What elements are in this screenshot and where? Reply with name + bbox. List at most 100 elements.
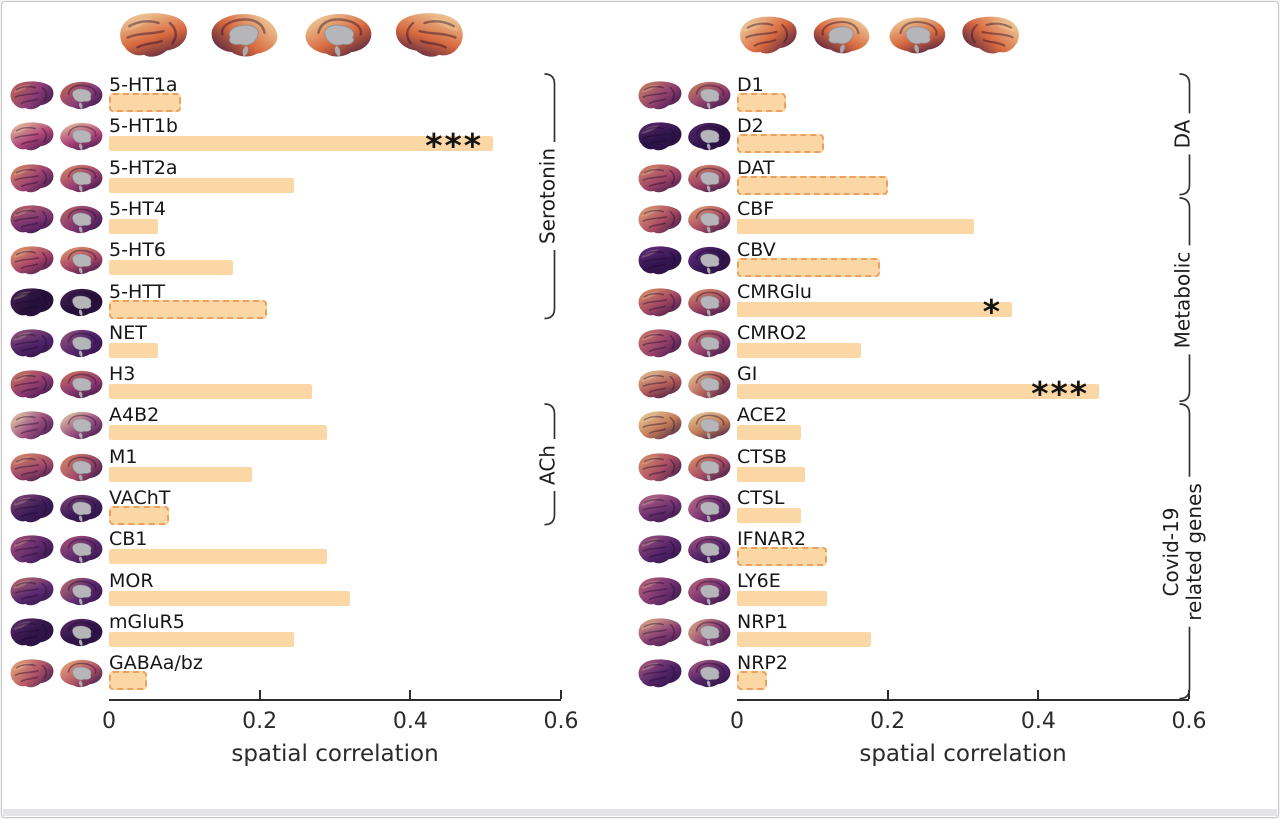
bar xyxy=(737,466,805,482)
brain-map-lateral-icon xyxy=(638,287,682,316)
bar-dashed xyxy=(737,93,786,112)
brain-map-lateral-icon xyxy=(10,659,54,688)
row-label: M1 xyxy=(109,445,138,468)
brain-map-lateral-icon xyxy=(10,576,54,605)
brain-map-lateral-icon xyxy=(638,453,682,481)
row-label: NRP1 xyxy=(737,610,788,633)
brain-map-lateral-icon xyxy=(10,163,54,192)
bar xyxy=(737,342,861,358)
group-bracket-label: Serotonin xyxy=(534,142,562,251)
row-label: D2 xyxy=(737,115,764,138)
bar xyxy=(109,549,327,565)
row-label: VAChT xyxy=(109,487,171,509)
x-axis-tick-label: 0.6 xyxy=(543,709,579,734)
row-label: MOR xyxy=(109,569,154,592)
brain-map-lateral-icon xyxy=(638,411,682,440)
brain-map-lateral-icon xyxy=(638,122,682,151)
row-brain-maps xyxy=(634,285,734,321)
bar-dashed xyxy=(109,93,181,112)
row-brain-maps xyxy=(634,367,734,403)
significance-stars: * xyxy=(982,291,1002,331)
group-bracket-label: Metabolic xyxy=(1169,245,1197,354)
bar xyxy=(109,466,252,482)
x-axis-tick-label: 0.4 xyxy=(392,709,428,734)
brain-map-lateral-icon xyxy=(638,205,682,234)
row-label: 5-HT1b xyxy=(109,115,178,138)
row-brain-maps xyxy=(634,615,734,651)
brain-map-lateral-right-icon xyxy=(962,16,1019,54)
row-label: CTSL xyxy=(737,487,785,509)
row-brain-maps xyxy=(6,161,106,197)
brain-map-medial-icon xyxy=(60,288,103,316)
row-brain-maps xyxy=(6,285,106,321)
brain-map-medial-icon xyxy=(688,205,731,234)
group-bracket-label: DA xyxy=(1169,113,1197,155)
brain-map-lateral-icon xyxy=(10,205,54,234)
brain-map-lateral-icon xyxy=(638,659,682,688)
row-brain-maps xyxy=(634,491,734,527)
x-axis-tick xyxy=(886,690,889,699)
x-axis-tick-label: 0.2 xyxy=(242,709,278,734)
brain-map-lateral-icon xyxy=(638,246,682,275)
window-bottom-edge xyxy=(3,809,1277,816)
x-axis-tick xyxy=(560,690,562,699)
bar xyxy=(109,218,158,234)
group-bracket-label: Covid-19 related genes xyxy=(1158,476,1208,627)
row-brain-maps xyxy=(6,656,106,692)
brain-map-medial-left-icon xyxy=(813,17,870,54)
row-label: CMRGlu xyxy=(737,280,812,303)
row-label: ACE2 xyxy=(737,404,788,427)
brain-map-medial-icon xyxy=(60,577,103,605)
brain-map-medial-icon xyxy=(60,81,103,110)
x-axis-tick-label: 0.6 xyxy=(1171,709,1207,734)
brain-map-lateral-icon xyxy=(10,122,54,151)
x-axis-tick xyxy=(409,690,412,699)
brain-map-lateral-left-icon xyxy=(120,13,188,57)
row-label: 5-HTT xyxy=(109,280,166,303)
group-bracket-label-line: ACh xyxy=(535,444,560,485)
bar xyxy=(109,590,350,606)
brain-map-medial-icon xyxy=(688,536,731,564)
row-brain-maps xyxy=(6,491,106,527)
row-brain-maps xyxy=(6,202,106,238)
group-bracket-label-line: Serotonin xyxy=(535,148,560,245)
brain-map-medial-icon xyxy=(60,164,103,192)
brain-map-lateral-icon xyxy=(10,494,54,523)
bar xyxy=(109,177,294,193)
bar-dashed xyxy=(109,299,267,319)
bar-dashed xyxy=(737,175,888,195)
brain-map-lateral-icon xyxy=(10,535,54,564)
bar xyxy=(109,136,493,152)
bar-dashed xyxy=(109,671,147,691)
row-brain-maps xyxy=(6,615,106,651)
x-axis-tick-label: 0 xyxy=(102,709,116,734)
row-label: DAT xyxy=(737,156,775,179)
row-brain-maps xyxy=(634,243,734,279)
brain-map-medial-icon xyxy=(60,370,103,399)
brain-map-medial-icon xyxy=(688,164,731,192)
row-label: A4B2 xyxy=(109,404,160,427)
group-bracket-label-line: Covid-19 xyxy=(1159,507,1183,597)
row-brain-maps xyxy=(6,326,106,362)
row-brain-maps xyxy=(6,450,106,486)
row-label: 5-HT4 xyxy=(109,197,166,220)
brain-map-lateral-icon xyxy=(10,329,54,358)
row-brain-maps xyxy=(634,574,734,610)
row-brain-maps xyxy=(6,408,106,444)
bar xyxy=(737,508,801,523)
row-label: CMRO2 xyxy=(737,321,807,344)
significance-stars: *** xyxy=(1031,374,1089,414)
brain-map-medial-icon xyxy=(60,329,103,357)
row-brain-maps xyxy=(634,119,734,155)
brain-map-medial-icon xyxy=(688,618,731,647)
brain-map-medial-left-icon xyxy=(211,14,278,57)
brain-map-lateral-icon xyxy=(10,453,54,481)
row-brain-maps xyxy=(6,243,106,279)
brain-map-lateral-icon xyxy=(638,81,682,110)
brain-map-lateral-icon xyxy=(638,576,682,605)
brain-map-lateral-icon xyxy=(638,535,682,564)
group-bracket-label-line: related genes xyxy=(1182,482,1206,621)
bar xyxy=(109,260,233,276)
row-brain-maps xyxy=(634,532,734,568)
